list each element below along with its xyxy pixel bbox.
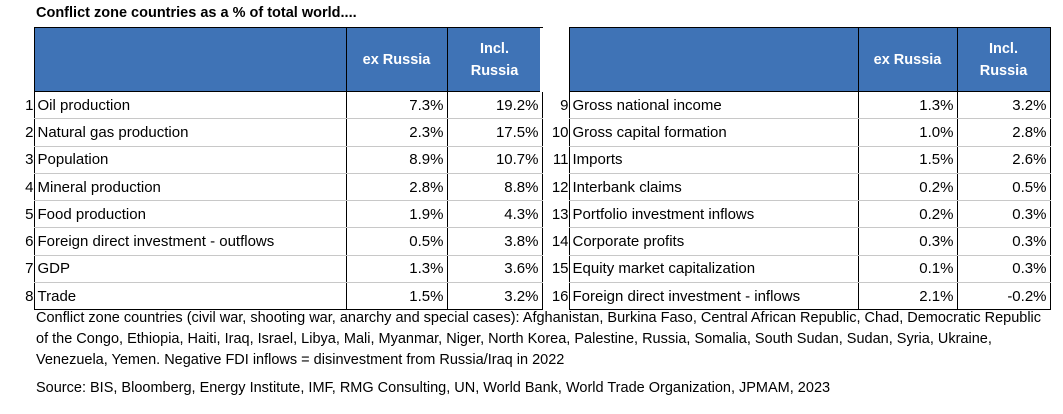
table-row: 4 Mineral production 2.8% 8.8%	[12, 173, 543, 202]
incl-russia-value: 10.7%	[447, 146, 543, 174]
incl-russia-value: 2.8%	[957, 118, 1051, 147]
row-label: Food production	[33, 200, 347, 229]
incl-russia-value: 3.2%	[447, 282, 543, 311]
ex-russia-value: 0.5%	[346, 227, 448, 256]
ex-russia-value: 0.3%	[858, 227, 958, 256]
footnote: Conflict zone countries (civil war, shoo…	[36, 310, 1042, 368]
left-header-incl-line2: Russia	[470, 62, 519, 79]
left-table: ex Russia Incl. Russia 1 Oil production 7.3…	[12, 27, 543, 311]
ex-russia-value: 2.3%	[346, 118, 448, 147]
row-label: Natural gas production	[33, 118, 347, 147]
incl-russia-value: 3.2%	[957, 91, 1051, 120]
incl-russia-value: -0.2%	[957, 282, 1051, 311]
ex-russia-value: 0.2%	[858, 200, 958, 229]
right-header-incl-russia: Incl. Russia	[956, 27, 1051, 92]
ex-russia-value: 2.1%	[858, 282, 958, 311]
right-header-label	[568, 27, 859, 92]
table-row: 7 GDP 1.3% 3.6%	[12, 255, 543, 284]
row-number: 16	[551, 287, 569, 305]
row-number: 14	[551, 233, 569, 251]
right-header-row: ex Russia Incl. Russia	[540, 27, 1051, 92]
table-row: 13 Portfolio investment inflows 0.2% 0.3%	[540, 200, 1051, 229]
row-number: 15	[551, 260, 569, 278]
ex-russia-value: 1.5%	[346, 282, 448, 311]
table-row: 2 Natural gas production 2.3% 17.5%	[12, 118, 543, 147]
row-number: 10	[551, 123, 569, 141]
row-number: 11	[552, 151, 569, 169]
row-number: 3	[25, 151, 34, 169]
source-note: Source: BIS, Bloomberg, Energy Institute…	[36, 380, 831, 396]
table-row: 6 Foreign direct investment - outflows 0.5…	[12, 227, 543, 256]
ex-russia-value: 1.0%	[858, 118, 958, 147]
incl-russia-value: 0.5%	[957, 173, 1051, 202]
row-label: Corporate profits	[568, 227, 859, 256]
table-row: 15 Equity market capitalization 0.1% 0.3%	[540, 255, 1051, 284]
row-label: Gross capital formation	[568, 118, 859, 147]
row-number: 12	[551, 178, 569, 196]
left-header-row: ex Russia Incl. Russia	[12, 27, 543, 92]
row-label: Foreign direct investment - inflows	[568, 282, 859, 311]
right-header-incl-line2: Russia	[979, 62, 1028, 79]
incl-russia-value: 4.3%	[447, 200, 543, 229]
table-row: 16 Foreign direct investment - inflows 2.1…	[540, 282, 1051, 311]
ex-russia-value: 8.9%	[346, 146, 448, 174]
incl-russia-value: 8.8%	[447, 173, 543, 202]
incl-russia-value: 0.3%	[957, 255, 1051, 284]
table-row: 11 Imports 1.5% 2.6%	[540, 146, 1051, 174]
incl-russia-value: 3.6%	[447, 255, 543, 284]
chart-title: Conflict zone countries as a % of total …	[36, 5, 357, 21]
row-number: 8	[25, 287, 34, 305]
right-table: ex Russia Incl. Russia 9 Gross national in…	[540, 27, 1051, 311]
incl-russia-value: 19.2%	[447, 91, 543, 120]
row-label: Interbank claims	[568, 173, 859, 202]
ex-russia-value: 0.1%	[858, 255, 958, 284]
row-number: 6	[25, 233, 34, 251]
left-header-label	[33, 27, 347, 92]
row-label: Oil production	[33, 91, 347, 120]
row-number: 2	[25, 123, 34, 141]
right-header-incl-line1: Incl.	[988, 40, 1018, 57]
ex-russia-value: 2.8%	[346, 173, 448, 202]
row-label: Imports	[568, 146, 859, 174]
ex-russia-value: 1.3%	[346, 255, 448, 284]
row-number: 5	[25, 205, 34, 223]
row-label: Portfolio investment inflows	[568, 200, 859, 229]
left-header-incl-russia: Incl. Russia	[446, 27, 543, 92]
row-number: 9	[560, 96, 569, 114]
row-label: Trade	[33, 282, 347, 311]
row-label: GDP	[33, 255, 347, 284]
incl-russia-value: 3.8%	[447, 227, 543, 256]
right-header-num	[540, 27, 569, 92]
incl-russia-value: 0.3%	[957, 227, 1051, 256]
incl-russia-value: 2.6%	[957, 146, 1051, 174]
table-row: 5 Food production 1.9% 4.3%	[12, 200, 543, 229]
row-label: Population	[33, 146, 347, 174]
right-header-ex-russia: ex Russia	[857, 27, 958, 92]
row-number: 1	[25, 96, 34, 114]
row-number: 13	[551, 205, 569, 223]
row-label: Mineral production	[33, 173, 347, 202]
table-row: 10 Gross capital formation 1.0% 2.8%	[540, 118, 1051, 147]
row-label: Foreign direct investment - outflows	[33, 227, 347, 256]
incl-russia-value: 17.5%	[447, 118, 543, 147]
ex-russia-value: 1.3%	[858, 91, 958, 120]
left-header-num	[12, 27, 34, 92]
table-row: 8 Trade 1.5% 3.2%	[12, 282, 543, 311]
ex-russia-value: 0.2%	[858, 173, 958, 202]
left-header-incl-line1: Incl.	[479, 40, 509, 57]
row-number: 4	[25, 178, 34, 196]
ex-russia-value: 1.5%	[858, 146, 958, 174]
ex-russia-value: 7.3%	[346, 91, 448, 120]
incl-russia-value: 0.3%	[957, 200, 1051, 229]
table-row: 1 Oil production 7.3% 19.2%	[12, 91, 543, 120]
left-header-ex-russia: ex Russia	[345, 27, 448, 92]
table-row: 3 Population 8.9% 10.7%	[12, 146, 543, 174]
row-label: Equity market capitalization	[568, 255, 859, 284]
table-row: 14 Corporate profits 0.3% 0.3%	[540, 227, 1051, 256]
ex-russia-value: 1.9%	[346, 200, 448, 229]
row-label: Gross national income	[568, 91, 859, 120]
table-row: 12 Interbank claims 0.2% 0.5%	[540, 173, 1051, 202]
table-row: 9 Gross national income 1.3% 3.2%	[540, 91, 1051, 120]
row-number: 7	[25, 260, 34, 278]
